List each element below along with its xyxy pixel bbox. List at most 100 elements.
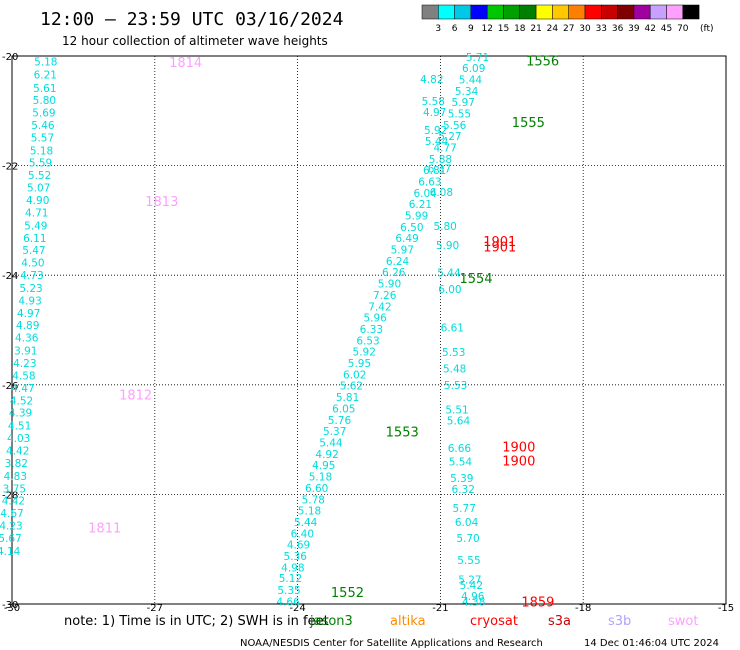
legend-label: 45: [661, 24, 672, 34]
legend-swatch: [486, 4, 504, 20]
x-tick-label: -27: [147, 603, 163, 614]
swh-point: 4.58: [12, 370, 35, 382]
swh-point: 5.78: [302, 494, 325, 506]
swh-point: 5.95: [348, 358, 371, 370]
swh-point: 5.27: [438, 131, 461, 143]
swh-point: 6.24: [386, 256, 410, 268]
swh-point: 5.53: [444, 380, 467, 392]
swh-point: 5.90: [436, 240, 459, 252]
swh-point: 4.73: [20, 270, 43, 282]
swh-point: 5.12: [279, 573, 302, 585]
swh-point: 5.76: [328, 415, 352, 427]
swh-point: 4.82: [420, 74, 443, 86]
legend-label: 33: [596, 24, 607, 34]
swh-point: 4.83: [4, 471, 27, 483]
swh-point: 7.42: [368, 301, 391, 313]
legend-label: 70: [677, 24, 689, 34]
swh-point: 4.23: [13, 358, 36, 370]
legend-label: 24: [547, 24, 559, 34]
legend-swatch: [666, 4, 684, 20]
pass-label: 1859: [521, 595, 554, 610]
legend-swatch: [535, 4, 553, 20]
pass-label: 1900: [502, 454, 535, 469]
swh-point: 6.00: [438, 284, 461, 296]
swh-point: 5.92: [424, 125, 447, 137]
swh-point: 5.62: [340, 380, 363, 392]
swh-point: 4.95: [312, 460, 335, 472]
legend-label: 6: [452, 24, 458, 34]
y-tick-label: -30: [2, 600, 18, 611]
legend-label: 9: [468, 24, 474, 34]
legend-swatch: [421, 4, 439, 20]
legend-label: 27: [563, 24, 574, 34]
swh-point: 4.90: [26, 195, 49, 207]
swh-point: 3.75: [3, 483, 26, 495]
swh-point: 5.97: [452, 97, 475, 109]
swh-point: 5.18: [34, 56, 57, 68]
y-tick-label: -24: [2, 271, 18, 282]
swh-point: 6.21: [409, 199, 432, 211]
swh-point: 6.40: [291, 528, 314, 540]
swh-point: 5.23: [19, 283, 42, 295]
swh-point: 5.56: [443, 120, 467, 132]
swh-point: 5.70: [456, 533, 479, 545]
swh-point: 5.96: [363, 312, 387, 324]
swh-point: 5.54: [449, 457, 473, 469]
pass-label: 1900: [502, 441, 535, 456]
swh-point: 3.91: [14, 345, 37, 357]
swh-point: 4.93: [18, 295, 41, 307]
swh-point: 5.34: [455, 86, 479, 98]
swh-point: 5.46: [31, 120, 55, 132]
swh-point: 5.92: [353, 346, 376, 358]
plot-area: [11, 55, 727, 605]
axis-ticks: -30 -27 -24 -21 -18 -15-20-22-24-26-28-30: [2, 52, 734, 614]
swh-point: 5.51: [445, 404, 468, 416]
wave-height-points: 5.186.215.615.805.695.465.575.185.595.52…: [0, 52, 489, 608]
footer-credit: NOAA/NESDIS Center for Satellite Applica…: [240, 638, 543, 649]
page-title: 12:00 – 23:59 UTC 03/16/2024: [40, 9, 343, 30]
swh-point: 6.32: [452, 484, 475, 496]
pass-label: 1813: [145, 195, 178, 210]
swh-point: 4.69: [287, 539, 310, 551]
swh-point: 4.98: [281, 562, 304, 574]
legend-swatch: [584, 4, 602, 20]
legend-swatch: [438, 4, 455, 20]
legend-label: 18: [514, 24, 526, 34]
swh-point: 6.50: [400, 222, 423, 234]
swh-point: 4.71: [25, 208, 48, 220]
swh-point: 4.92: [315, 449, 338, 461]
swh-point: 4.67: [0, 508, 23, 520]
grid-lines: [12, 56, 726, 604]
swh-point: 6.61: [441, 322, 464, 334]
swh-point: 6.81: [423, 165, 446, 177]
legend-swatch: [503, 4, 521, 20]
swh-point: 5.80: [433, 221, 456, 233]
x-tick-label: -15: [718, 603, 734, 614]
swh-point: 4.52: [10, 396, 33, 408]
y-tick-label: -28: [2, 490, 18, 501]
swh-point: 5.53: [442, 347, 465, 359]
swh-point: 5.44: [319, 437, 343, 449]
swh-point: 5.37: [323, 426, 346, 438]
swh-point: 4.47: [11, 383, 34, 395]
pass-label: 1553: [386, 425, 419, 440]
legend-swatch: [519, 4, 537, 20]
swh-point: 5.18: [298, 505, 321, 517]
satellite-label: s3b: [608, 614, 631, 629]
satellite-label: cryosat: [470, 614, 518, 629]
swh-point: 6.49: [395, 233, 418, 245]
legend-label: 30: [579, 24, 591, 34]
swh-point: 6.60: [305, 483, 328, 495]
legend-label: 12: [481, 24, 492, 34]
swh-point: 5.35: [277, 585, 300, 597]
x-tick-label: -21: [432, 603, 448, 614]
swh-point: 5.97: [391, 244, 414, 256]
pass-label: 1555: [512, 116, 545, 131]
swh-point: 6.05: [332, 403, 355, 415]
swh-point: 5.71: [466, 52, 489, 64]
legend-label: 3: [435, 24, 441, 34]
swh-point: 6.26: [382, 267, 406, 279]
swh-point: 4.38: [462, 596, 485, 608]
color-legend: 3 6 9 12 15 18 21 24 27 30 33 36 39 42 45 70: [421, 4, 700, 34]
